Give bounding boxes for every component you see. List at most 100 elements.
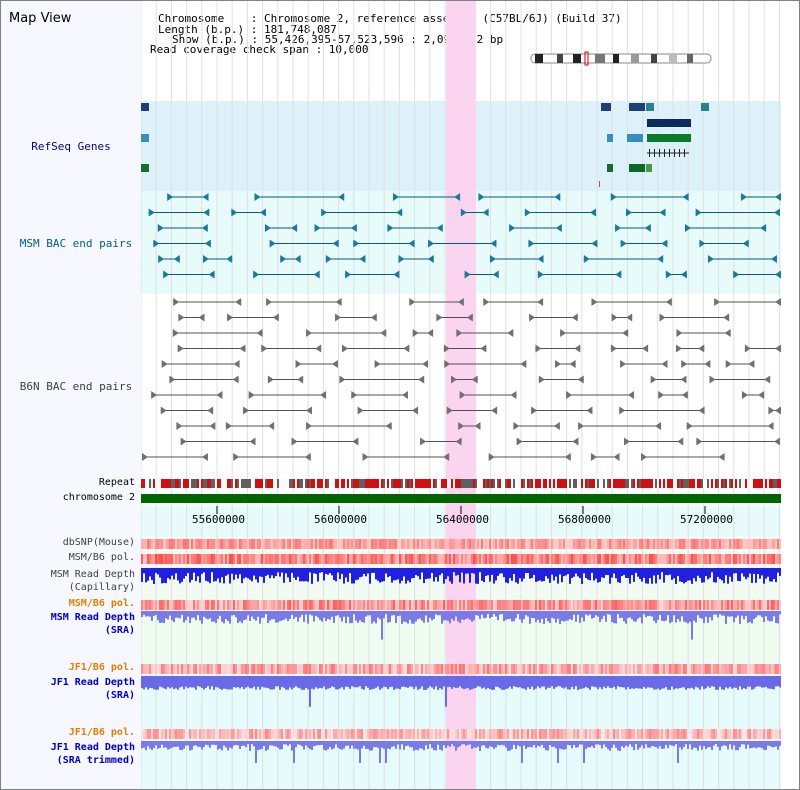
pol-cell — [597, 664, 599, 674]
pol-cell — [771, 600, 773, 610]
depth-bar — [143, 676, 145, 690]
pol-cell — [487, 729, 489, 739]
pol-cell — [263, 539, 265, 549]
depth-bar — [763, 676, 765, 688]
depth-bar — [659, 568, 661, 580]
msm-read-depth-sra-label: MSM Read Depth — [50, 612, 135, 623]
repeat-segment — [185, 479, 187, 488]
depth-bar — [473, 611, 475, 621]
pol-cell — [223, 729, 225, 739]
repeat-segment — [655, 479, 657, 488]
pol-cell — [637, 554, 639, 564]
track-canvas[interactable] — [141, 1, 781, 789]
depth-bar — [409, 676, 411, 687]
depth-bar — [411, 741, 413, 748]
pol-cell — [493, 539, 495, 549]
depth-bar — [511, 741, 513, 750]
depth-bar — [241, 741, 243, 746]
depth-bar — [367, 611, 369, 616]
depth-bar — [269, 611, 271, 621]
depth-bar — [455, 741, 457, 751]
pol-cell — [261, 539, 263, 549]
pol-cell — [201, 539, 203, 549]
depth-bar — [429, 676, 431, 687]
depth-bar — [539, 741, 541, 747]
depth-bar — [309, 611, 311, 615]
pol-cell — [681, 600, 683, 610]
chromosome-bar — [141, 494, 781, 503]
pol-cell — [735, 554, 737, 564]
pol-cell — [275, 664, 277, 674]
pol-cell — [177, 664, 179, 674]
repeat-segment — [541, 479, 543, 488]
bac-end-arrow — [335, 313, 342, 322]
pol-cell — [209, 664, 211, 674]
depth-bar — [311, 676, 313, 689]
repeat-segment — [309, 479, 311, 488]
depth-bar — [629, 741, 631, 745]
repeat-segment — [305, 479, 307, 488]
genome-track-area[interactable] — [141, 1, 781, 789]
depth-bar — [255, 611, 257, 621]
depth-bar — [595, 568, 597, 579]
depth-bar — [409, 741, 411, 748]
pol-cell — [535, 664, 537, 674]
depth-bar — [597, 611, 599, 617]
pol-cell — [609, 600, 611, 610]
depth-bar — [491, 611, 493, 617]
bac-end-arrow — [569, 360, 576, 368]
depth-bar — [459, 568, 461, 583]
repeat-segment — [405, 479, 407, 488]
depth-bar — [755, 741, 757, 749]
depth-bar — [277, 741, 279, 748]
depth-bar — [289, 568, 291, 582]
pol-cell — [535, 554, 537, 564]
pol-cell — [459, 554, 461, 564]
depth-bar — [601, 568, 603, 578]
depth-bar — [571, 741, 573, 749]
pol-cell — [593, 600, 595, 610]
pol-cell — [245, 554, 247, 564]
bac-end-arrow — [280, 255, 287, 263]
depth-bar — [631, 568, 633, 576]
repeat-segment — [461, 479, 463, 488]
repeat-segment — [211, 479, 213, 488]
repeat-segment — [717, 479, 719, 488]
pol-cell — [197, 554, 199, 564]
depth-bar — [701, 676, 703, 687]
repeat-segment — [649, 479, 651, 488]
pol-cell — [143, 600, 145, 610]
depth-bar — [623, 741, 625, 748]
depth-bar — [219, 568, 221, 583]
pol-cell — [143, 539, 145, 549]
bac-end-arrow — [620, 360, 627, 368]
depth-bar — [207, 741, 209, 746]
depth-bar — [379, 611, 381, 620]
depth-bar — [535, 611, 537, 623]
bac-end-arrow — [483, 298, 490, 306]
pol-cell — [431, 600, 433, 610]
repeat-segment — [607, 479, 609, 488]
pol-cell — [685, 600, 687, 610]
depth-bar — [207, 568, 209, 582]
pol-cell — [299, 600, 301, 610]
repeat-segment — [445, 479, 447, 488]
bac-end-arrow — [254, 193, 261, 201]
depth-bar — [163, 676, 165, 689]
repeat-segment — [347, 479, 349, 488]
depth-bar — [471, 741, 473, 749]
depth-bar — [597, 568, 599, 583]
repeat-segment — [365, 479, 367, 488]
pol-cell — [503, 539, 505, 549]
depth-bar — [339, 568, 341, 580]
depth-bar — [305, 676, 307, 688]
depth-bar — [147, 676, 149, 690]
bac-end-arrow — [698, 406, 705, 415]
pol-cell — [673, 664, 675, 674]
depth-bar — [281, 611, 283, 621]
pol-cell — [147, 600, 149, 610]
depth-bar — [209, 676, 211, 690]
pol-cell — [403, 600, 405, 610]
depth-bar — [643, 568, 645, 578]
pol-cell — [763, 664, 765, 674]
